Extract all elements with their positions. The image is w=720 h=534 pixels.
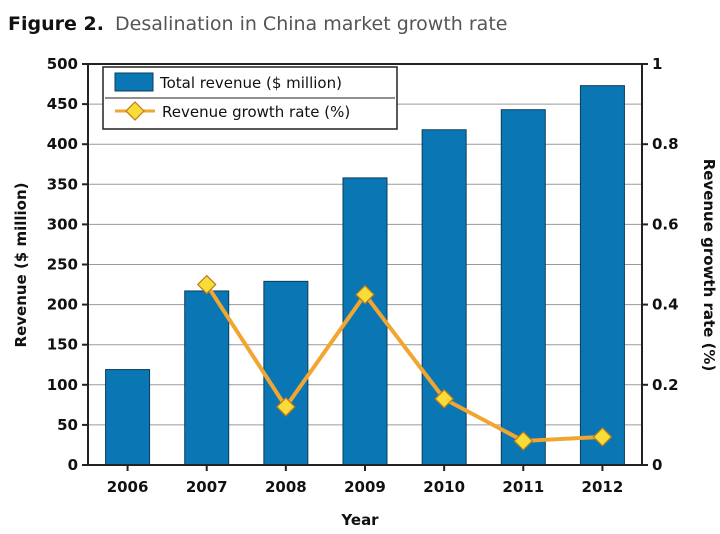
bar-2010 xyxy=(421,129,467,466)
y-tick-label: 200 xyxy=(47,296,78,314)
x-tick-label: 2010 xyxy=(423,478,465,496)
y-tick-label: 50 xyxy=(57,416,78,434)
y2-tick-label: 0.2 xyxy=(652,376,679,394)
x-tick-label: 2012 xyxy=(582,478,624,496)
y2-axis-label: Revenue growth rate (%) xyxy=(700,159,718,372)
y-tick-label: 400 xyxy=(47,135,78,153)
growth-point-2009 xyxy=(355,284,375,305)
bar-2007 xyxy=(184,290,230,466)
y-tick-label: 250 xyxy=(47,256,78,274)
left-axis-ticks: 0 50 100 150 200 250 300 350 400 450 500 xyxy=(47,55,88,474)
chart-title: Figure 2. Desalination in China market g… xyxy=(8,13,507,35)
x-axis-label: Year xyxy=(340,511,379,529)
y2-tick-label: 0.6 xyxy=(652,215,679,233)
legend-marker-swatch xyxy=(125,101,145,121)
growth-rate-line xyxy=(205,283,603,443)
x-tick-label: 2008 xyxy=(265,478,307,496)
y-tick-label: 350 xyxy=(47,175,78,193)
growth-point-2012 xyxy=(592,427,613,447)
y-tick-label: 450 xyxy=(47,95,78,113)
chart-title-text: Desalination in China market growth rate xyxy=(115,13,507,35)
y-tick-label: 150 xyxy=(47,336,78,354)
growth-point-2011 xyxy=(513,431,534,451)
bar-series xyxy=(105,85,625,466)
bar-2012 xyxy=(579,85,625,466)
bar-2009 xyxy=(342,177,388,466)
growth-point-2008 xyxy=(276,397,296,417)
x-axis-ticks: 2006 2007 2008 2009 2010 2011 2012 xyxy=(107,465,624,496)
bar-2006 xyxy=(105,369,151,466)
figure-label: Figure 2. xyxy=(8,13,104,35)
legend-bar-swatch xyxy=(114,72,154,92)
bar-2011 xyxy=(500,109,546,466)
y-tick-label: 300 xyxy=(47,215,78,233)
y2-tick-label: 0.4 xyxy=(652,296,679,314)
legend-label-growth: Revenue growth rate (%) xyxy=(162,103,350,121)
x-tick-label: 2006 xyxy=(107,478,149,496)
y2-tick-label: 1 xyxy=(652,55,662,73)
legend: Total revenue ($ million) Revenue growth… xyxy=(102,66,398,130)
right-axis-ticks: 0 0.2 0.4 0.6 0.8 1 xyxy=(642,55,679,474)
growth-point-2010 xyxy=(434,388,454,409)
legend-label-revenue: Total revenue ($ million) xyxy=(159,74,342,92)
growth-point-2007 xyxy=(196,274,217,295)
x-tick-label: 2007 xyxy=(186,478,228,496)
line-series xyxy=(196,274,613,451)
y-tick-label: 500 xyxy=(47,55,78,73)
x-tick-label: 2009 xyxy=(344,478,386,496)
x-tick-label: 2011 xyxy=(502,478,544,496)
y-tick-label: 100 xyxy=(47,376,78,394)
y2-tick-label: 0.8 xyxy=(652,135,679,153)
bar-2008 xyxy=(263,280,309,466)
y2-tick-label: 0 xyxy=(652,456,662,474)
y-tick-label: 0 xyxy=(68,456,78,474)
y-axis-label: Revenue ($ million) xyxy=(12,183,30,348)
